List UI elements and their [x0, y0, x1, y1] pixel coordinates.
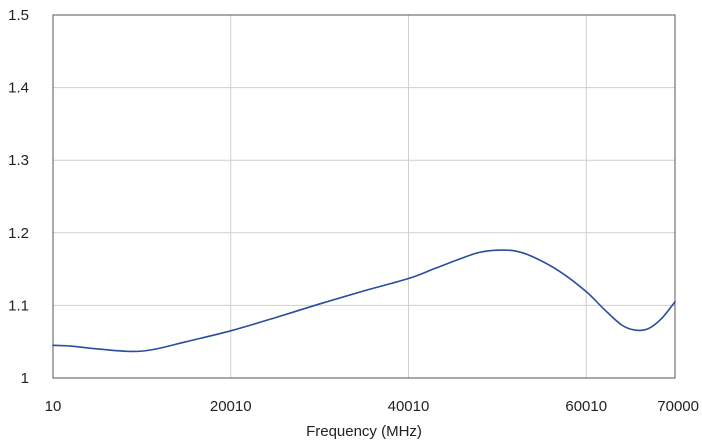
y-tick-label: 1 — [21, 370, 29, 387]
x-tick-label: 20010 — [210, 398, 252, 415]
y-tick-labels: 1 1.1 1.2 1.3 1.4 1.5 — [8, 7, 29, 387]
y-tick-label: 1.1 — [8, 297, 29, 314]
series-line — [52, 249, 676, 353]
y-tick-label: 1.3 — [8, 152, 29, 169]
y-tick-label: 1.5 — [8, 7, 29, 24]
x-axis-label: Frequency (MHz) — [306, 423, 422, 440]
series-layer — [52, 249, 676, 353]
y-tick-label: 1.4 — [8, 80, 29, 97]
x-tick-label: 40010 — [388, 398, 430, 415]
x-tick-label: 10 — [45, 398, 62, 415]
y-tick-label: 1.2 — [8, 225, 29, 242]
x-tick-label: 60010 — [565, 398, 607, 415]
grid — [53, 15, 675, 378]
plot-area — [52, 14, 676, 379]
x-tick-label: 70000 — [657, 398, 699, 415]
x-tick-labels: 10 20010 40010 60010 70000 — [45, 398, 699, 415]
